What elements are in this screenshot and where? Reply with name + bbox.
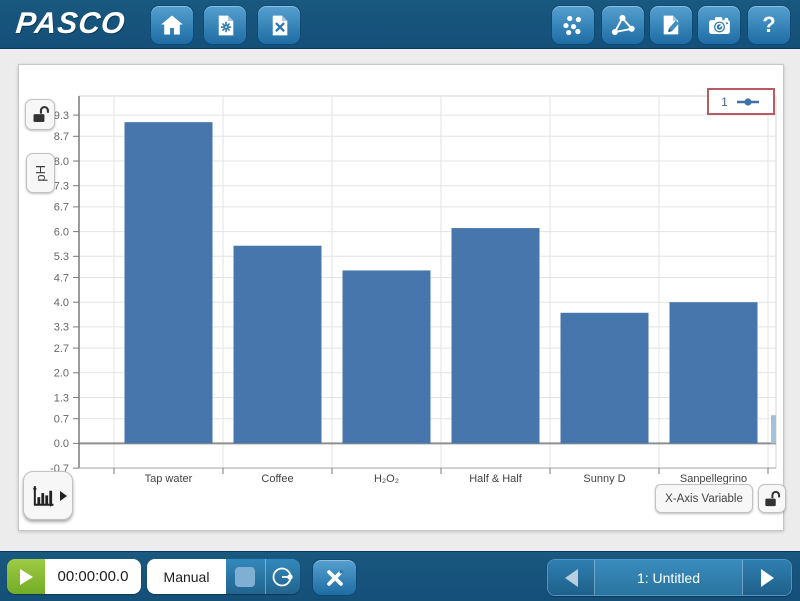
y-tick-label: 4.0 bbox=[54, 297, 69, 309]
y-axis-lock-button[interactable] bbox=[25, 99, 55, 130]
x-tick-label: Half & Half bbox=[469, 473, 523, 485]
sampling-mode-button[interactable]: Manual bbox=[147, 559, 226, 594]
graph-tools-button[interactable] bbox=[23, 471, 73, 520]
x-tick-label: Sunny D bbox=[583, 473, 625, 485]
y-tick-label: 1.3 bbox=[54, 392, 69, 404]
journal-pencil-icon bbox=[663, 15, 681, 34]
run-marker-icon bbox=[736, 97, 759, 106]
bottom-control-bar: 00:00:00.0 Manual bbox=[0, 551, 800, 601]
y-tick-label: 0.7 bbox=[54, 413, 69, 425]
chart-svg[interactable]: 9.3 8.7 8.0 7.3 6.7 6.0 5.3 4.7 4.0 3.3 2.7 2.0 1.3 0… bbox=[19, 65, 783, 530]
run-legend-label: 1 bbox=[721, 94, 728, 109]
close-page-button[interactable] bbox=[257, 5, 301, 45]
snapshot-button[interactable] bbox=[697, 5, 741, 45]
sampling-mode-group: Manual bbox=[147, 559, 300, 594]
y-tick-label: 0.0 bbox=[54, 438, 69, 450]
right-arrow-icon bbox=[760, 568, 774, 587]
timer-display: 00:00:00.0 bbox=[45, 559, 141, 594]
help-icon: ? bbox=[762, 12, 776, 37]
experiment-tools-button[interactable] bbox=[312, 559, 357, 596]
left-arrow-icon bbox=[564, 568, 578, 587]
y-tick-label: 6.0 bbox=[54, 226, 69, 238]
run-legend[interactable]: 1 bbox=[707, 88, 775, 115]
journal-button[interactable] bbox=[649, 5, 693, 45]
home-icon bbox=[161, 15, 183, 35]
x-tick-label: H₂O₂ bbox=[374, 473, 399, 485]
bar bbox=[560, 312, 649, 444]
page-navigator: 1: Untitled bbox=[547, 559, 792, 596]
devices-dots-icon bbox=[563, 15, 582, 36]
bar bbox=[669, 302, 758, 444]
display-tools-button[interactable] bbox=[601, 5, 645, 45]
help-button[interactable]: ? bbox=[747, 5, 791, 45]
pasco-logo: PASCO bbox=[14, 7, 128, 40]
y-tick-label: 8.0 bbox=[54, 156, 69, 168]
sampling-controls bbox=[226, 559, 300, 594]
y-tick-label: 2.7 bbox=[54, 343, 69, 355]
camera-icon bbox=[708, 16, 730, 34]
page-title: 1: Untitled bbox=[594, 560, 743, 595]
x-tick-label: Tap water bbox=[145, 473, 193, 485]
graph-network-icon bbox=[611, 14, 635, 36]
bar bbox=[451, 228, 540, 444]
bar-chart-icon bbox=[32, 485, 54, 507]
flyout-arrow-icon bbox=[60, 490, 67, 501]
bar bbox=[342, 270, 431, 444]
tools-wrench-icon bbox=[326, 569, 343, 586]
stop-button[interactable] bbox=[235, 566, 255, 587]
y-tick-label: 2.0 bbox=[54, 368, 69, 380]
x-axis-variable-label: X-Axis Variable bbox=[665, 492, 743, 505]
y-tick-label: 9.3 bbox=[54, 110, 69, 122]
unlock-icon bbox=[33, 106, 49, 122]
graph-page: 9.3 8.7 8.0 7.3 6.7 6.0 5.3 4.7 4.0 3.3 2.7 2.0 1.3 0… bbox=[18, 64, 786, 531]
unlock-icon bbox=[765, 490, 781, 506]
new-page-button[interactable] bbox=[203, 5, 247, 45]
top-toolbar: PASCO bbox=[0, 0, 800, 49]
next-page-button[interactable] bbox=[743, 560, 791, 595]
bar bbox=[124, 122, 213, 444]
x-tick-label: Coffee bbox=[261, 473, 293, 485]
x-axis-lock-button[interactable] bbox=[758, 484, 786, 513]
sample-rate-button[interactable] bbox=[266, 564, 299, 590]
y-tick-label: 8.7 bbox=[54, 131, 69, 143]
divider bbox=[265, 559, 266, 594]
start-button[interactable] bbox=[7, 559, 45, 594]
home-button[interactable] bbox=[150, 5, 194, 45]
bar bbox=[233, 245, 322, 444]
devices-button[interactable] bbox=[551, 5, 595, 45]
y-axis-variable-label: pH bbox=[33, 164, 48, 182]
y-tick-label: 6.7 bbox=[54, 202, 69, 214]
y-tick-label: 7.3 bbox=[54, 181, 69, 193]
partial-bar bbox=[771, 415, 776, 444]
new-page-icon bbox=[218, 15, 233, 35]
y-axis-variable-button[interactable]: pH bbox=[26, 153, 55, 193]
sample-rate-icon bbox=[272, 567, 293, 586]
y-tick-label: 4.7 bbox=[54, 272, 69, 284]
previous-page-button[interactable] bbox=[548, 560, 594, 595]
record-group: 00:00:00.0 bbox=[7, 559, 141, 594]
x-tick-label: Sanpellegrino bbox=[680, 473, 747, 485]
y-tick-label: 3.3 bbox=[54, 322, 69, 334]
close-page-icon bbox=[272, 15, 287, 35]
x-axis-variable-button[interactable]: X-Axis Variable bbox=[655, 484, 753, 513]
play-icon bbox=[19, 568, 33, 585]
y-tick-label: 5.3 bbox=[54, 251, 69, 263]
